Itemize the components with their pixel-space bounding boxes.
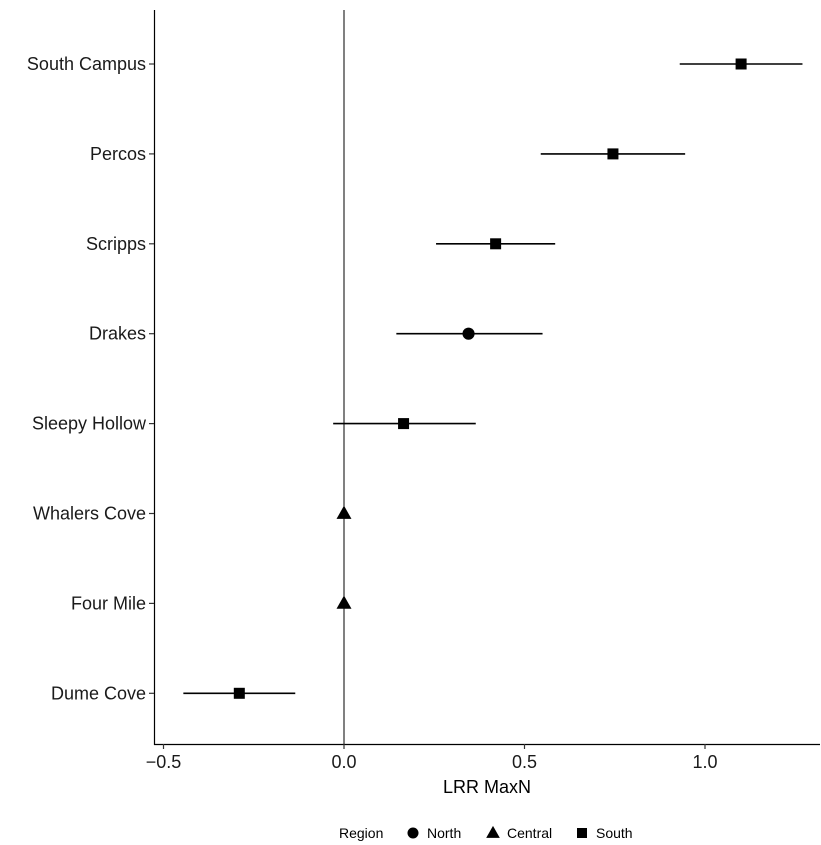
point-marker: [607, 148, 619, 160]
point-markers: [233, 58, 747, 699]
point-marker: [490, 238, 502, 250]
legend-key-circle: [407, 827, 419, 839]
point-marker: [336, 595, 352, 609]
legend-label: South: [596, 825, 633, 841]
legend-key-triangle: [486, 825, 500, 838]
x-axis-title: LRR MaxN: [443, 777, 531, 797]
legend-label: North: [427, 825, 461, 841]
point-marker: [735, 58, 747, 70]
legend-items: North Central South: [407, 825, 633, 841]
y-tick-label: Sleepy Hollow: [32, 414, 147, 434]
x-tick-label: 0.0: [331, 752, 356, 772]
legend-label: Central: [507, 825, 552, 841]
y-tick-label: Scripps: [86, 234, 146, 254]
point-marker: [398, 418, 410, 430]
x-tick-label: 0.5: [512, 752, 537, 772]
point-marker: [233, 687, 245, 699]
plot-panel: South Campus Percos Scripps Drakes Sleepy Ho…: [27, 10, 820, 772]
legend: Region North Central South: [339, 825, 633, 841]
legend-key-square: [577, 828, 587, 838]
x-axis-ticks: −0.5 0.0 0.5 1.0: [146, 744, 718, 772]
y-tick-label: Dume Cove: [51, 683, 146, 703]
legend-title: Region: [339, 825, 383, 841]
x-tick-label: −0.5: [146, 752, 182, 772]
y-tick-label: Whalers Cove: [33, 504, 146, 524]
y-tick-label: Drakes: [89, 324, 146, 344]
point-marker: [462, 327, 475, 340]
y-tick-label: Percos: [90, 144, 146, 164]
x-tick-label: 1.0: [692, 752, 717, 772]
y-tick-label: South Campus: [27, 54, 146, 74]
error-bars: [183, 63, 803, 695]
y-axis-ticks: South Campus Percos Scripps Drakes Sleepy Ho…: [27, 54, 154, 703]
y-tick-label: Four Mile: [71, 593, 146, 613]
point-marker: [336, 505, 352, 519]
